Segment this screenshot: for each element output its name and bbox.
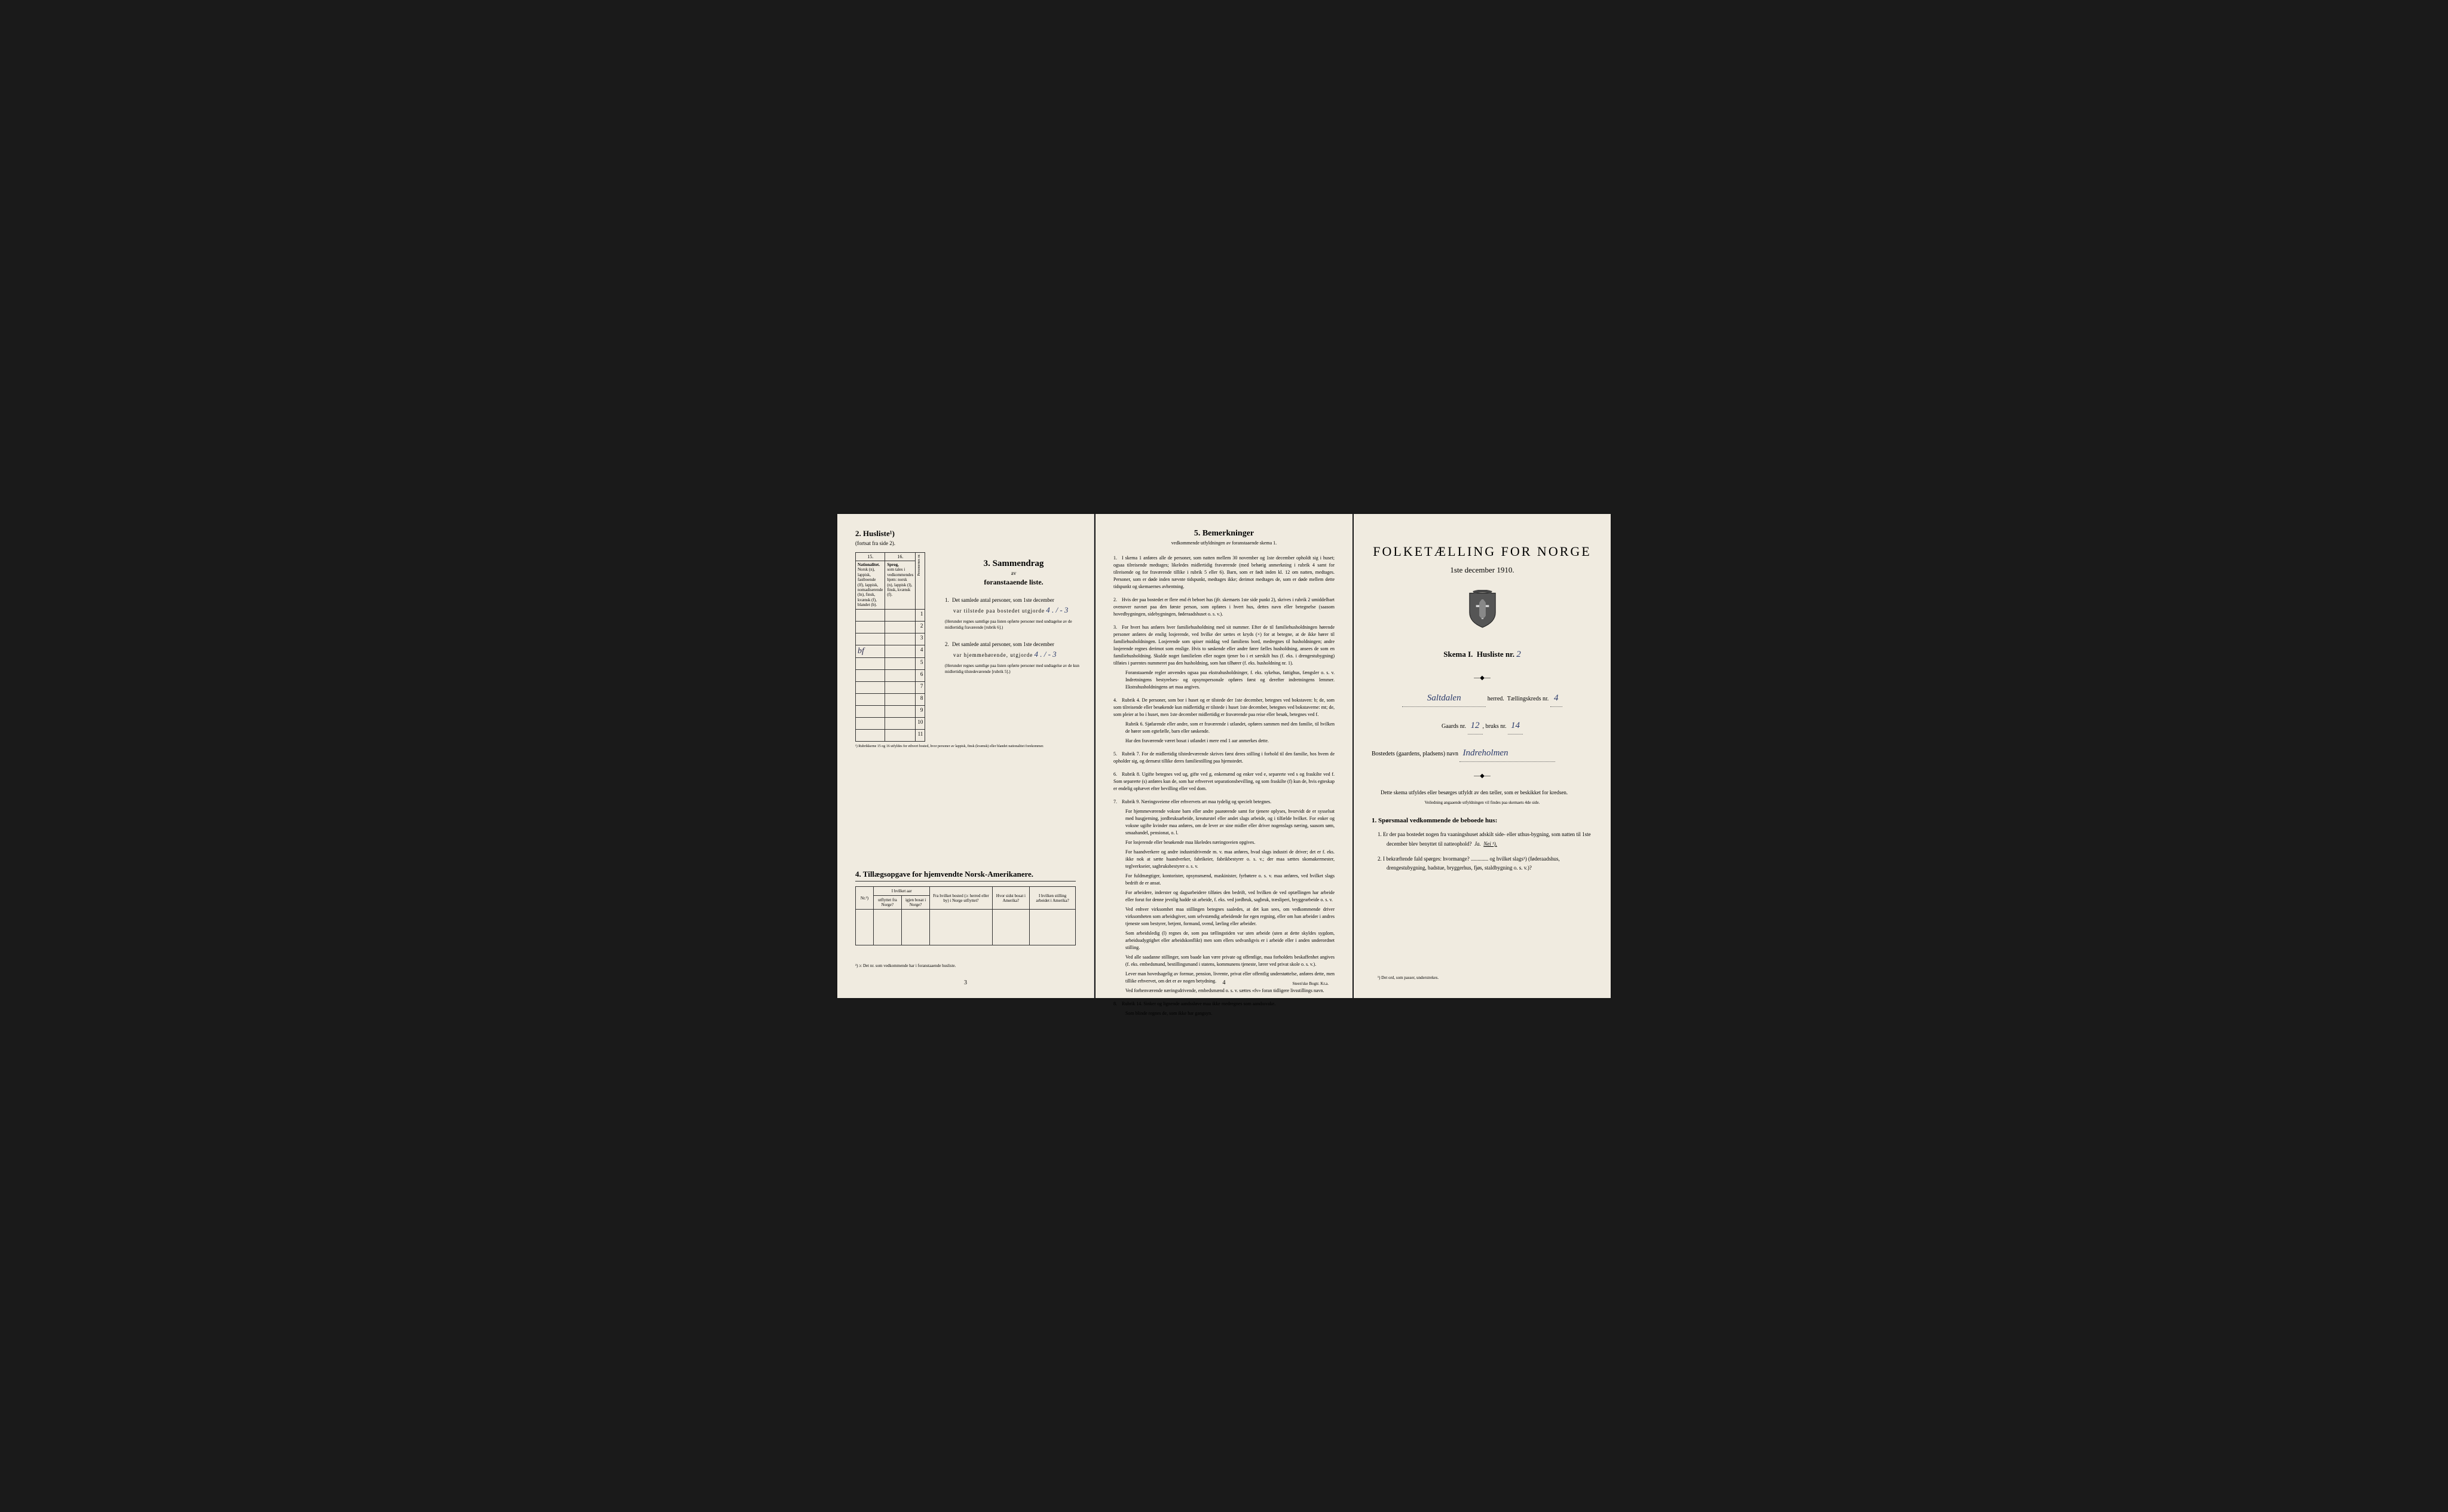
col-15-header: Nationalitet.Norsk (n), lappisk, fastboe…	[856, 561, 885, 610]
right-footnote: ¹) Det ord, som passer, understrekes.	[1378, 975, 1439, 980]
sammendrag-item-1: 1.Det samlede antal personer, som 1ste d…	[945, 596, 1082, 631]
bemerkninger-list: 1.I skema 1 anføres alle de personer, so…	[1113, 555, 1335, 1017]
document-spread: 2. Husliste¹) (fortsat fra side 2). 15. …	[837, 514, 1611, 998]
sammendrag-sub: av	[945, 570, 1082, 576]
divider-ornament-2: ––◆––	[1372, 773, 1593, 779]
bemerkning-item: 2.Hvis der paa bostedet er flere end ét …	[1113, 596, 1335, 618]
section-4-footnote: ²) ɔ: Det nr. som vedkommende har i fora…	[855, 963, 1076, 968]
question-2: 2. I bekræftende fald spørges: hvormange…	[1372, 855, 1593, 873]
bemerkning-item: 7.Rubrik 9. Næringsveiene eller erhverve…	[1113, 798, 1335, 994]
sporsmaal-title: 1. Spørsmaal vedkommende de beboede hus:	[1372, 817, 1593, 824]
sammendrag-sub2: foranstaaende liste.	[945, 578, 1082, 587]
gaards-line: Gaards nr. 12, bruks nr. 14	[1372, 718, 1593, 734]
nei-answer: Nei ¹).	[1483, 841, 1497, 847]
sammendrag-title: 3. Sammendrag	[945, 559, 1082, 569]
bemerkning-item: 3.For hvert hus anføres hver familiehush…	[1113, 624, 1335, 691]
husliste-nr-value: 2	[1516, 650, 1521, 659]
bemerkning-item: 8.Rubrik 14. Sinker og lignende aandsslø…	[1113, 1000, 1335, 1017]
col-person: Personernes nr.	[916, 553, 925, 610]
col-16-num: 16.	[885, 553, 916, 561]
bemerkning-item: 6.Rubrik 8. Ugifte betegnes ved ug, gift…	[1113, 771, 1335, 792]
sammendrag-item-2: 2.Det samlede antal personer, som 1ste d…	[945, 640, 1082, 675]
bemerkning-item: 5.Rubrik 7. For de midlertidig tilstedev…	[1113, 751, 1335, 765]
bosted-line: Bostedets (gaardens, pladsens) navn Indr…	[1372, 745, 1593, 762]
instruction-main: Dette skema utfyldes eller besørges utfy…	[1372, 788, 1593, 797]
col-15-num: 15.	[856, 553, 885, 561]
bemerkning-item: 1.I skema 1 anføres alle de personer, so…	[1113, 555, 1335, 590]
col-16-header: Sprog,som tales i vedkommendes hjem: nor…	[885, 561, 916, 610]
tallingskreds-value: 4	[1550, 690, 1562, 707]
herred-value: Saltdalen	[1402, 690, 1486, 707]
coat-of-arms-icon	[1372, 590, 1593, 632]
row-4-value: bf	[858, 647, 864, 656]
main-title: FOLKETÆLLING FOR NORGE	[1372, 544, 1593, 559]
printer-mark: Steen'ske Bogtr. Kr.a.	[1292, 981, 1329, 986]
section-3-sammendrag: 3. Sammendrag av foranstaaende liste. 1.…	[945, 559, 1082, 684]
amerika-table: Nr.²) I hvilket aar Fra hvilket bosted (…	[855, 886, 1076, 945]
gaards-nr-value: 12	[1468, 718, 1483, 734]
page-4: 5. Bemerkninger vedkommende utfyldningen…	[1096, 514, 1352, 998]
bemerkning-item: 4.Rubrik 4. De personer, som bor i huset…	[1113, 697, 1335, 745]
question-1: 1. Er der paa bostedet nogen fra vaaning…	[1372, 830, 1593, 849]
tilstede-value: 4 . / - 3	[1046, 605, 1068, 614]
husliste-table: 15. 16. Personernes nr. Nationalitet.Nor…	[855, 552, 925, 742]
divider-ornament: ––◆––	[1372, 675, 1593, 681]
hjemmehorende-value: 4 . / - 3	[1034, 650, 1056, 659]
section-2-subtitle: (fortsat fra side 2).	[855, 540, 1076, 546]
bosted-value: Indreholmen	[1459, 745, 1555, 762]
section-2-title: 2. Husliste¹)	[855, 529, 1076, 538]
page-number-4: 4	[1223, 980, 1226, 986]
section-4-title: 4. Tillægsopgave for hjemvendte Norsk-Am…	[855, 870, 1076, 882]
skema-husliste-line: Skema I. Husliste nr. 2	[1372, 650, 1593, 660]
bemerkninger-subtitle: vedkommende utfyldningen av foranstaaend…	[1113, 540, 1335, 546]
bemerkninger-title: 5. Bemerkninger	[1113, 529, 1335, 538]
page-3: 2. Husliste¹) (fortsat fra side 2). 15. …	[837, 514, 1094, 998]
instruction-small: Veiledning angaaende utfyldningen vil fi…	[1372, 800, 1593, 805]
census-date: 1ste december 1910.	[1372, 565, 1593, 575]
section-4-amerikanere: 4. Tillægsopgave for hjemvendte Norsk-Am…	[855, 870, 1076, 968]
herred-line: Saltdalen herred. Tællingskreds nr. 4	[1372, 690, 1593, 707]
page-number-3: 3	[964, 980, 967, 986]
page-1-cover: FOLKETÆLLING FOR NORGE 1ste december 191…	[1354, 514, 1611, 998]
bruks-nr-value: 14	[1508, 718, 1523, 734]
section-2-footnote: ¹) Rubrikkerne 15 og 16 utfyldes for eth…	[855, 745, 1076, 749]
